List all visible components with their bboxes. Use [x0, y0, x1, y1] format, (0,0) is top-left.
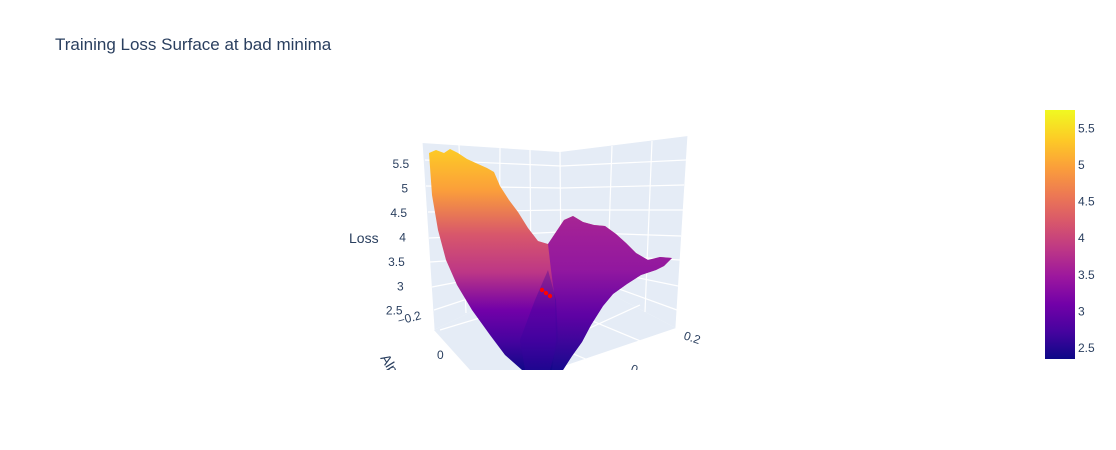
colorbar-tick-label: 5	[1078, 158, 1085, 172]
colorbar-gradient	[1045, 110, 1075, 359]
loss-surface-right-facet	[548, 216, 672, 370]
chart-title: Training Loss Surface at bad minima	[55, 35, 332, 54]
beta-tick-label: 0	[629, 362, 640, 377]
colorbar-ticks: 2.5 3 3.5 4 4.5 5 5.5	[1078, 121, 1095, 355]
z-tick-label: 4	[399, 230, 406, 244]
scene-crop	[340, 370, 760, 450]
z-axis-title: Loss	[349, 230, 379, 246]
z-tick-label: 3.5	[388, 255, 405, 269]
z-tick-label: 4.5	[390, 206, 407, 220]
colorbar: 2.5 3 3.5 4 4.5 5 5.5	[1045, 110, 1095, 359]
colorbar-tick-label: 3.5	[1078, 268, 1095, 282]
colorbar-tick-label: 4.5	[1078, 195, 1095, 209]
z-tick-label: 2.5	[386, 304, 403, 318]
colorbar-tick-label: 3	[1078, 304, 1085, 318]
z-tick-label: 5.5	[393, 157, 410, 171]
colorbar-tick-label: 4	[1078, 231, 1085, 245]
beta-axis: 0.2 0	[629, 329, 703, 377]
scene-3d[interactable]: 2.533.544.555.5 Loss −0.2 0 Alp 0.2 0	[349, 135, 703, 377]
alpha-tick-label: 0	[437, 348, 444, 362]
beta-tick-label: 0.2	[682, 329, 703, 348]
z-tick-label: 3	[397, 279, 404, 293]
colorbar-tick-label: 2.5	[1078, 341, 1095, 355]
colorbar-tick-label: 5.5	[1078, 121, 1095, 135]
z-axis-ticks: 2.5 3 3.5 4 4.5 5 5.5	[386, 157, 410, 318]
alpha-tick-label: −0.2	[396, 308, 423, 328]
minimum-marker[interactable]	[539, 287, 553, 299]
z-tick-label: 5	[401, 182, 408, 196]
